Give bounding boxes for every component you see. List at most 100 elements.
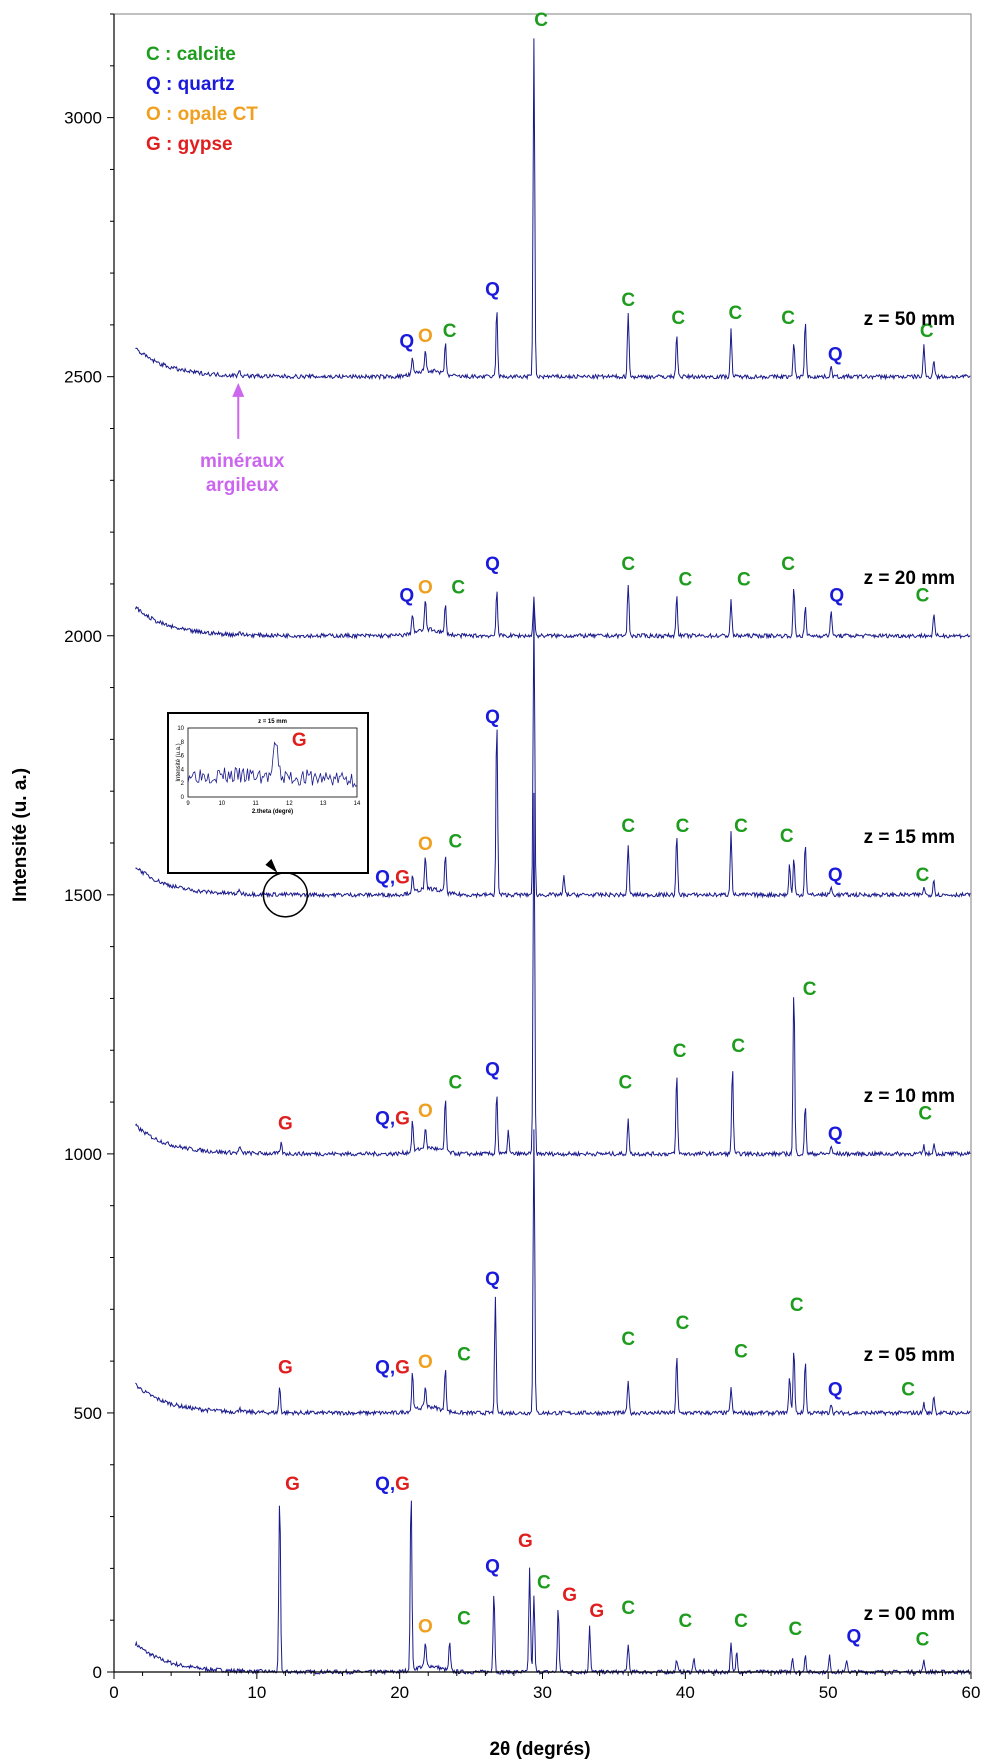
peak-label: C xyxy=(734,816,748,837)
y-tick-label: 2000 xyxy=(64,627,102,646)
peak-label: C xyxy=(734,1342,748,1363)
peak-label: C xyxy=(678,570,692,591)
clay-annotation: minéraux argileux xyxy=(200,382,285,496)
peak-label: C xyxy=(678,1611,692,1632)
peak-label: G xyxy=(278,1357,293,1378)
peak-label: G xyxy=(278,1114,293,1135)
peak-label: O xyxy=(418,326,433,347)
series-group xyxy=(134,38,971,1676)
series-line-3 xyxy=(135,608,971,899)
peak-label: C xyxy=(916,585,930,606)
y-tick-label: 1000 xyxy=(64,1145,102,1164)
peak-label: O xyxy=(418,1352,433,1373)
peak-label: C xyxy=(618,1072,632,1093)
peak-label: Q,G xyxy=(375,1357,410,1378)
peak-label: C xyxy=(537,1572,551,1593)
depth-label: z = 00 mm xyxy=(864,1604,955,1625)
peak-label: C xyxy=(449,831,463,852)
zoom-arrow-head xyxy=(265,858,278,873)
x-tick-label: 30 xyxy=(533,1683,552,1702)
peak-label: C xyxy=(916,865,930,886)
inset-y-tick: 10 xyxy=(177,726,184,732)
inset-box xyxy=(167,712,369,874)
peak-label: C xyxy=(621,290,635,311)
peak-label: O xyxy=(418,577,433,598)
y-tick-label: 3000 xyxy=(64,109,102,128)
peak-label: G xyxy=(285,1474,300,1495)
peak-label: Q xyxy=(846,1627,861,1648)
peak-label: Q xyxy=(485,1269,500,1290)
depth-label: z = 50 mm xyxy=(864,309,955,330)
zoom-circle xyxy=(262,872,309,918)
inset-x-title: 2.theta (degré) xyxy=(252,809,293,815)
depth-label: z = 15 mm xyxy=(864,827,955,848)
peak-label: C xyxy=(449,1072,463,1093)
arrow-head xyxy=(232,382,245,397)
inset-y-tick: 4 xyxy=(181,767,185,773)
peak-label: C xyxy=(788,1619,802,1640)
peak-label: C xyxy=(676,1313,690,1334)
depth-label: z = 05 mm xyxy=(864,1345,955,1366)
peak-label: C xyxy=(790,1295,804,1316)
series-line-4 xyxy=(134,584,971,640)
legend-entry: G : gypse xyxy=(146,134,233,155)
y-tick-label: 500 xyxy=(74,1404,102,1423)
peak-label: Q xyxy=(828,1124,843,1145)
peak-label: C xyxy=(781,308,795,329)
peak-label: Q xyxy=(485,707,500,728)
peak-label: C xyxy=(780,826,794,847)
peak-label: C xyxy=(920,321,934,342)
x-tick-label: 10 xyxy=(247,1683,266,1702)
peak-label: C xyxy=(731,1036,745,1057)
legend-entry: C : calcite xyxy=(146,44,236,65)
peak-label: C xyxy=(916,1629,930,1650)
inset-x-tick: 12 xyxy=(286,801,293,807)
peak-label: Q xyxy=(485,1557,500,1578)
legend: C : calcite Q : quartz O : opale CT G : gyp… xyxy=(146,44,258,155)
inset-y-tick: 2 xyxy=(181,781,185,787)
peak-label: C xyxy=(781,554,795,575)
legend-entry: Q : quartz xyxy=(146,74,235,95)
peak-label: Q xyxy=(399,585,414,606)
x-axis-title: 2θ (degrés) xyxy=(489,1739,590,1760)
peak-label: Q xyxy=(829,585,844,606)
peak-label: G xyxy=(562,1585,577,1606)
peak-label: C xyxy=(621,1598,635,1619)
inset-series-line xyxy=(187,741,358,788)
inset-y-title: Intensité (u.a.) xyxy=(176,743,182,781)
peak-label: Q xyxy=(828,1380,843,1401)
peak-label: Q,G xyxy=(375,1109,410,1130)
peak-label: C xyxy=(534,10,548,31)
annotation-text: minéraux xyxy=(200,451,285,472)
peak-label: O xyxy=(418,834,433,855)
series-line-0 xyxy=(134,1500,971,1676)
x-tick-label: 40 xyxy=(676,1683,695,1702)
inset-plot-frame xyxy=(187,727,358,798)
x-tick-label: 20 xyxy=(390,1683,409,1702)
inset-chart: z = 15 mm 9 10 11 12 13 14 0 2 4 6 8 10 2.theta (degr… xyxy=(167,712,369,918)
inset-peak-label: G xyxy=(292,730,307,751)
depth-label: z = 20 mm xyxy=(864,568,955,589)
peak-label: C xyxy=(621,554,635,575)
inset-title: z = 15 mm xyxy=(258,719,287,725)
peak-label: C xyxy=(457,1344,471,1365)
peak-label: G xyxy=(589,1601,604,1622)
peak-label: C xyxy=(457,1609,471,1630)
peak-label: C xyxy=(737,570,751,591)
y-tick-label: 0 xyxy=(93,1663,102,1682)
peak-label: C xyxy=(621,816,635,837)
inset-x-tick: 13 xyxy=(320,801,327,807)
peak-label: C xyxy=(673,1041,687,1062)
series-line-1 xyxy=(135,1129,971,1417)
peak-label: C xyxy=(901,1380,915,1401)
y-tick-label: 1500 xyxy=(64,886,102,905)
inset-y-tick: 0 xyxy=(181,795,185,801)
peak-label: C xyxy=(621,1329,635,1350)
peak-label: Q xyxy=(485,280,500,301)
y-axis-title: Intensité (u. a.) xyxy=(10,768,31,902)
x-tick-label: 0 xyxy=(109,1683,118,1702)
peak-label: Q xyxy=(485,554,500,575)
peak-label: Q,G xyxy=(375,868,410,889)
inset-x-tick: 10 xyxy=(218,801,225,807)
peak-label: C xyxy=(728,303,742,324)
